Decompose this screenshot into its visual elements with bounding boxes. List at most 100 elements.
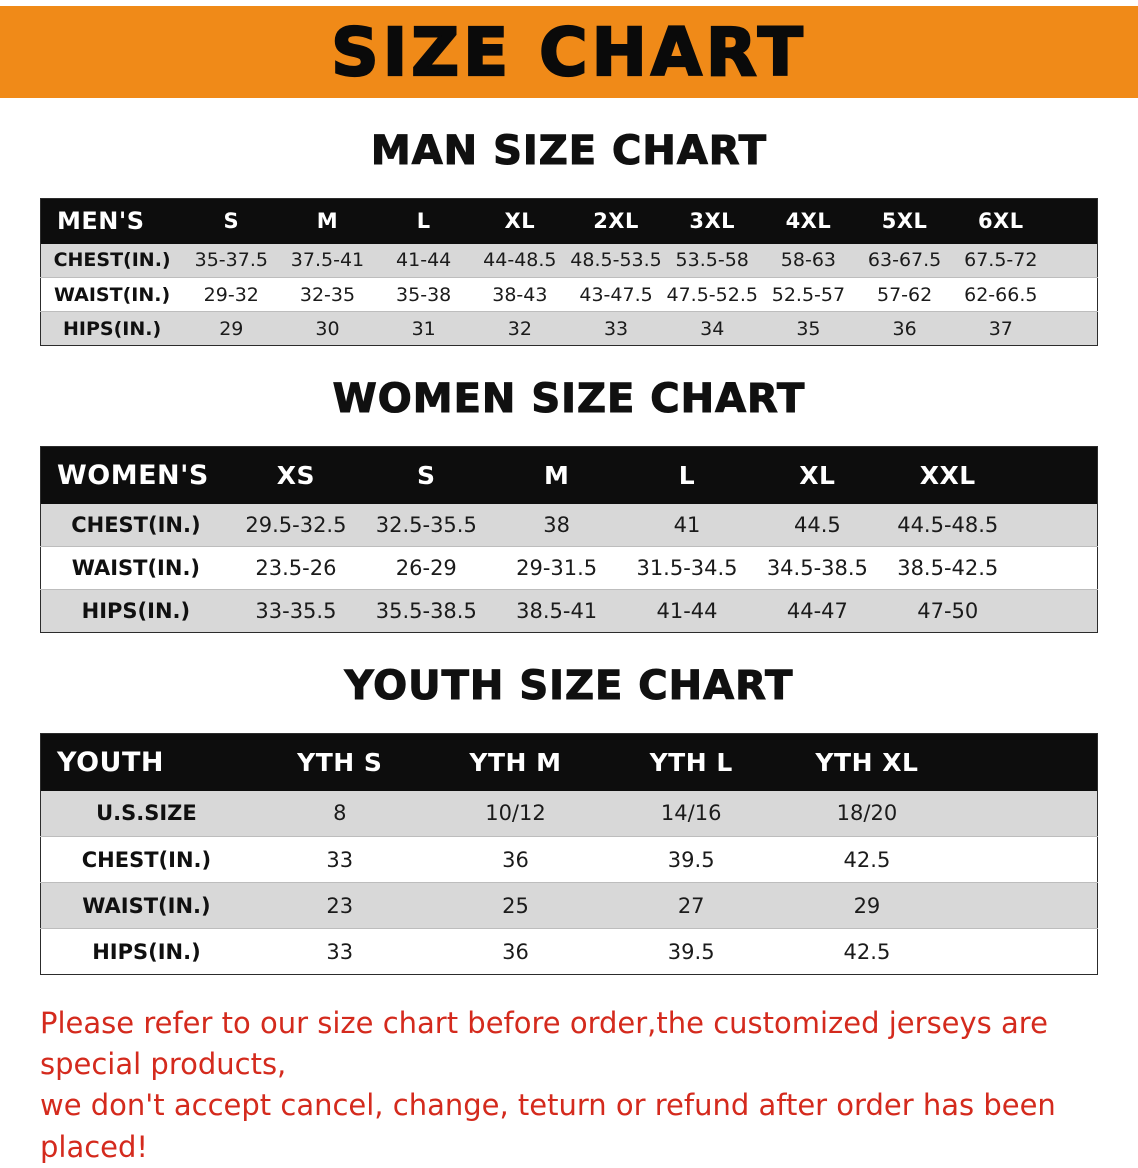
table-corner-header: WOMEN'S <box>40 446 231 504</box>
table-row: CHEST(IN.) 33 36 39.5 42.5 <box>40 836 1098 883</box>
table-cell: 23 <box>251 882 428 929</box>
table-cell: 42.5 <box>779 928 955 975</box>
size-column-header: 6XL <box>952 198 1049 244</box>
table-row: CHEST(IN.) 29.5-32.5 32.5-35.5 38 41 44.5 44.5… <box>40 503 1098 547</box>
disclaimer: Please refer to our size chart before or… <box>40 1003 1098 1168</box>
size-column-header: S <box>183 198 280 244</box>
table-cell: 27 <box>603 882 780 929</box>
size-column-header: YTH L <box>603 733 780 791</box>
table-cell: 39.5 <box>603 836 780 883</box>
table-cell: 29-32 <box>183 277 280 312</box>
table-corner-header: MEN'S <box>40 198 184 244</box>
table-corner-header: YOUTH <box>40 733 252 791</box>
table-cell: 34.5-38.5 <box>752 546 883 590</box>
size-column-header: 3XL <box>664 198 761 244</box>
table-cell: 26-29 <box>361 546 492 590</box>
filler-cell <box>1012 589 1098 633</box>
table-cell: 29 <box>183 311 280 346</box>
table-cell: 37.5-41 <box>290 249 365 272</box>
table-header-row: MEN'S S M L XL 2XL 3XL 4XL 5XL 6XL <box>40 198 1098 244</box>
table-cell: 32-35 <box>279 277 376 312</box>
table-cell: 18/20 <box>836 801 898 826</box>
table-cell: 33-35.5 <box>230 589 362 633</box>
size-column-header: M <box>279 198 376 244</box>
table-cell: 36 <box>427 928 604 975</box>
filler-cell <box>954 928 1098 975</box>
size-column-header: 2XL <box>567 198 665 244</box>
table-cell: 29.5-32.5 <box>245 512 347 537</box>
size-table: WOMEN'S XS S M L XL XXL CHEST(IN.) 29.5-32.5 32.5… <box>40 446 1098 633</box>
table-cell: 35.5-38.5 <box>361 589 492 633</box>
table-cell: 67.5-72 <box>964 249 1038 272</box>
size-column-header: XS <box>230 446 362 504</box>
table-cell: 38 <box>543 512 571 537</box>
table-row: U.S.SIZE 8 10/12 14/16 18/20 <box>40 790 1098 837</box>
table-row: WAIST(IN.) 23.5-26 26-29 29-31.5 31.5-34.5 34… <box>40 546 1098 590</box>
size-column-header: 5XL <box>856 198 953 244</box>
table-cell: 38.5-42.5 <box>882 546 1013 590</box>
table-cell: 37 <box>952 311 1049 346</box>
table-cell: 58-63 <box>780 249 837 272</box>
table-header-row: YOUTH YTH S YTH M YTH L YTH XL <box>40 733 1098 791</box>
filler-cell <box>1048 198 1098 244</box>
filler-cell <box>1048 277 1098 312</box>
filler-cell <box>954 733 1098 791</box>
disclaimer-line-1: Please refer to our size chart before or… <box>40 1006 1048 1082</box>
size-table: YOUTH YTH S YTH M YTH L YTH XL U.S.SIZE 8 10/12… <box>40 733 1098 975</box>
table-cell: 39.5 <box>603 928 780 975</box>
row-label: U.S.SIZE <box>96 801 197 826</box>
size-chart-section: YOUTH SIZE CHART YOUTH YTH S YTH M YTH L YTH … <box>0 662 1138 975</box>
row-label: WAIST(IN.) <box>40 546 231 590</box>
filler-cell <box>1013 504 1098 547</box>
table-cell: 43-47.5 <box>567 277 665 312</box>
table-cell: 34 <box>664 311 761 346</box>
table-cell: 31.5-34.5 <box>621 546 753 590</box>
row-label: WAIST(IN.) <box>40 882 252 929</box>
table-cell: 33 <box>251 836 428 883</box>
row-label: HIPS(IN.) <box>40 589 231 633</box>
size-chart-sections: MAN SIZE CHART MEN'S S M L XL 2XL 3XL 4XL 5XL 6XL C… <box>0 127 1138 975</box>
table-cell: 41-44 <box>621 589 753 633</box>
filler-cell <box>1049 244 1098 278</box>
table-cell: 44.5 <box>793 512 841 537</box>
table-cell: 36 <box>856 311 953 346</box>
table-cell: 47-50 <box>882 589 1013 633</box>
size-column-header: L <box>621 446 753 504</box>
row-label: CHEST(IN.) <box>71 512 201 537</box>
row-label: CHEST(IN.) <box>53 249 171 272</box>
size-chart-banner: SIZE CHART <box>0 6 1138 98</box>
table-row: WAIST(IN.) 23 25 27 29 <box>40 882 1098 929</box>
table-cell: 53.5-58 <box>675 249 749 272</box>
table-cell: 23.5-26 <box>230 546 362 590</box>
table-row: HIPS(IN.) 33-35.5 35.5-38.5 38.5-41 41-44 44-… <box>40 589 1098 633</box>
size-column-header: XXL <box>882 446 1013 504</box>
table-cell: 38.5-41 <box>491 589 622 633</box>
table-cell: 14/16 <box>660 801 722 826</box>
table-cell: 30 <box>279 311 376 346</box>
table-cell: 41 <box>673 512 701 537</box>
table-cell: 62-66.5 <box>952 277 1049 312</box>
filler-cell <box>1012 446 1098 504</box>
row-label: WAIST(IN.) <box>40 277 184 312</box>
size-column-header: 4XL <box>760 198 857 244</box>
table-cell: 25 <box>427 882 604 929</box>
table-cell: 29-31.5 <box>491 546 622 590</box>
section-heading: MAN SIZE CHART <box>370 127 768 174</box>
table-cell: 35-37.5 <box>194 249 268 272</box>
filler-cell <box>1048 311 1098 346</box>
size-column-header: S <box>361 446 492 504</box>
section-heading: WOMEN SIZE CHART <box>332 375 806 422</box>
size-column-header: M <box>491 446 622 504</box>
section-heading: YOUTH SIZE CHART <box>344 662 794 709</box>
table-cell: 29 <box>779 882 955 929</box>
table-cell: 10/12 <box>485 801 546 826</box>
row-label: HIPS(IN.) <box>40 928 252 975</box>
table-cell: 8 <box>333 801 347 826</box>
table-row: HIPS(IN.) 33 36 39.5 42.5 <box>40 928 1098 975</box>
size-chart-section: MAN SIZE CHART MEN'S S M L XL 2XL 3XL 4XL 5XL 6XL C… <box>0 127 1138 346</box>
table-header-row: WOMEN'S XS S M L XL XXL <box>40 446 1098 504</box>
table-cell: 63-67.5 <box>867 249 942 272</box>
table-cell: 42.5 <box>779 836 955 883</box>
size-chart-page: SIZE CHART MAN SIZE CHART MEN'S S M L XL 2XL 3X… <box>0 6 1138 1168</box>
table-cell: 44-48.5 <box>483 249 557 272</box>
